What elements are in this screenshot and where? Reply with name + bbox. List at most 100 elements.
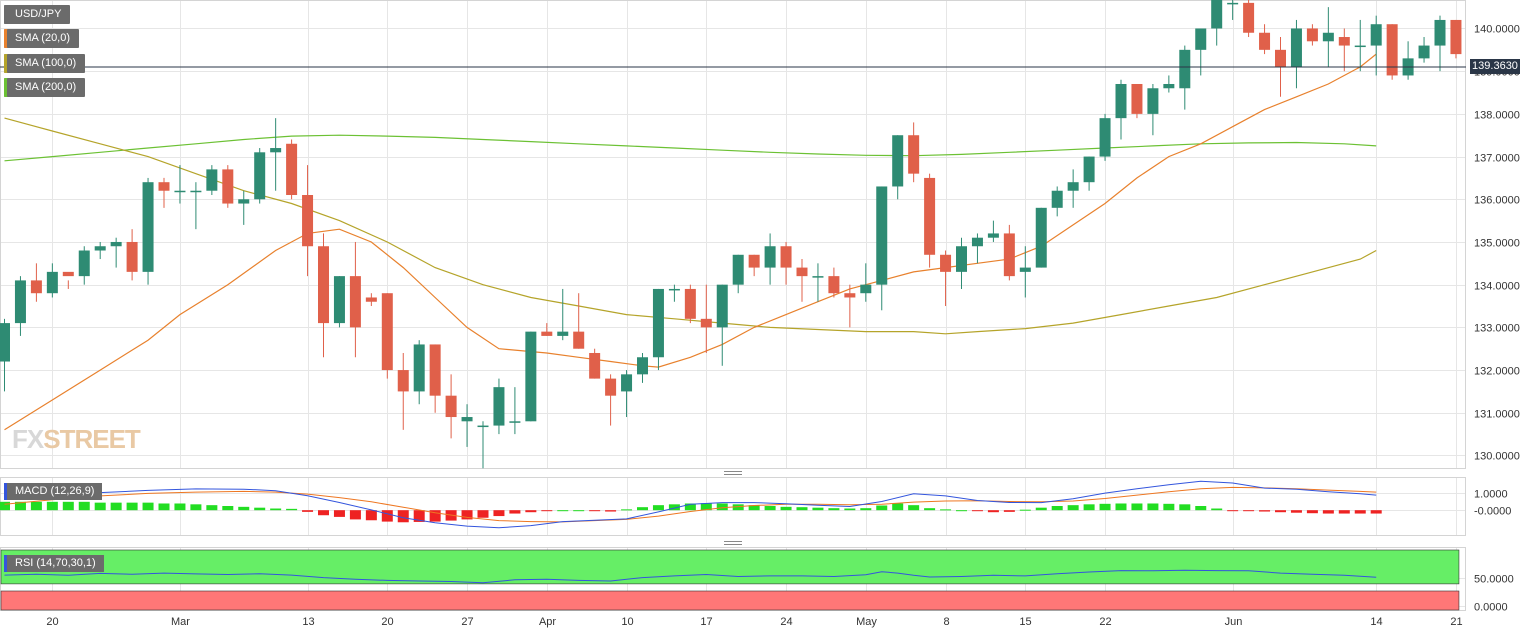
x-tick-label: Apr bbox=[539, 616, 556, 628]
x-tick-label: Mar bbox=[171, 616, 190, 628]
candle bbox=[621, 370, 633, 418]
candle-body bbox=[14, 280, 26, 324]
legend-sma-20[interactable]: SMA (20,0) bbox=[4, 29, 80, 48]
candle bbox=[700, 284, 712, 353]
macd-resize-handle[interactable] bbox=[722, 469, 744, 477]
rsi-resize-handle[interactable] bbox=[722, 539, 744, 547]
candle-body bbox=[1067, 182, 1079, 191]
candle bbox=[270, 118, 282, 191]
candle-body bbox=[30, 280, 42, 294]
price-y-tick-label: 134.0000 bbox=[1474, 281, 1520, 293]
candle-body bbox=[605, 378, 617, 396]
macd-histogram-bar bbox=[302, 510, 314, 512]
candle bbox=[429, 344, 441, 413]
candle bbox=[174, 165, 186, 204]
price-y-tick-label: 131.0000 bbox=[1474, 409, 1520, 421]
legend-usdjpy[interactable]: USD/JPY bbox=[4, 5, 71, 24]
x-tick-label: 24 bbox=[780, 616, 792, 628]
candle bbox=[1035, 207, 1047, 268]
candle bbox=[206, 165, 218, 196]
last-price-tag: 139.3630 bbox=[1470, 59, 1520, 74]
candle-body bbox=[541, 331, 553, 336]
macd-histogram-bar bbox=[764, 506, 776, 511]
price-y-tick-label: 130.0000 bbox=[1474, 451, 1520, 463]
macd-histogram-bar bbox=[1163, 503, 1175, 511]
candle-body bbox=[621, 374, 633, 392]
x-tick-label: 13 bbox=[302, 616, 314, 628]
legend-sma-100[interactable]: SMA (100,0) bbox=[4, 54, 86, 73]
macd-histogram-bar bbox=[668, 504, 680, 511]
candle bbox=[509, 387, 521, 435]
price-y-tick-label: 132.0000 bbox=[1474, 366, 1520, 378]
candle bbox=[222, 165, 234, 208]
macd-histogram-bar bbox=[1211, 508, 1223, 511]
candle-body bbox=[333, 276, 345, 324]
macd-histogram-bar bbox=[286, 508, 298, 511]
macd-histogram-bar bbox=[637, 507, 648, 511]
macd-histogram-bar bbox=[892, 503, 904, 511]
candle bbox=[1099, 113, 1111, 161]
candle bbox=[1450, 19, 1462, 59]
price-y-tick-label: 138.0000 bbox=[1474, 110, 1520, 122]
candle-body bbox=[110, 241, 122, 247]
candle-body bbox=[844, 293, 856, 298]
candle bbox=[190, 182, 202, 230]
candle bbox=[238, 190, 250, 225]
candle bbox=[318, 233, 329, 358]
macd-histogram-bar bbox=[429, 510, 441, 522]
candle-body bbox=[748, 254, 760, 268]
macd-histogram-bar bbox=[461, 510, 473, 520]
candle-body bbox=[908, 135, 920, 174]
macd-histogram-bar bbox=[1322, 510, 1334, 514]
rsi-label[interactable]: RSI (14,70,30,1) bbox=[4, 555, 104, 572]
candle bbox=[254, 148, 266, 204]
rsi-y-tick-label: 50.0000 bbox=[1474, 574, 1514, 586]
candle bbox=[94, 241, 106, 260]
price-y-tick-label: 133.0000 bbox=[1474, 323, 1520, 335]
macd-histogram-bar bbox=[812, 507, 824, 511]
macd-histogram-bar bbox=[971, 510, 983, 512]
candle bbox=[908, 122, 920, 183]
candle-body bbox=[142, 182, 154, 272]
candle-body bbox=[1147, 88, 1159, 114]
candle bbox=[0, 318, 10, 392]
macd-histogram-bar bbox=[1227, 510, 1239, 512]
candle-body bbox=[429, 344, 441, 396]
candle-body bbox=[0, 323, 10, 362]
macd-histogram-bar bbox=[1195, 506, 1207, 511]
macd-histogram-bar bbox=[700, 503, 712, 511]
macd-label[interactable]: MACD (12,26,9) bbox=[4, 483, 103, 500]
candle-body bbox=[1450, 19, 1462, 55]
macd-histogram-bar bbox=[780, 506, 792, 511]
macd-histogram-bar bbox=[1067, 505, 1079, 511]
legend-sma-200[interactable]: SMA (200,0) bbox=[4, 78, 86, 97]
macd-histogram-bar bbox=[349, 510, 361, 520]
candle bbox=[1434, 15, 1446, 72]
candle-body bbox=[222, 169, 234, 204]
candle-body bbox=[1131, 83, 1143, 114]
macd-histogram-bar bbox=[796, 507, 808, 511]
candle bbox=[668, 284, 680, 302]
rsi-line bbox=[4, 569, 1377, 584]
macd-histogram-bar bbox=[652, 505, 664, 511]
candle bbox=[860, 263, 872, 302]
macd-histogram-bar bbox=[110, 502, 122, 511]
macd-histogram-bar bbox=[0, 501, 10, 511]
candle bbox=[748, 254, 760, 277]
candle-body bbox=[318, 246, 329, 324]
candle-body bbox=[573, 331, 585, 349]
candle-body bbox=[1115, 83, 1127, 119]
candle bbox=[1418, 37, 1430, 63]
macd-histogram-bar bbox=[1131, 503, 1143, 511]
candle bbox=[844, 284, 856, 328]
candle-body bbox=[286, 143, 298, 196]
macd-histogram-bar bbox=[1099, 503, 1111, 511]
candle bbox=[397, 352, 409, 430]
candle bbox=[1051, 186, 1063, 217]
macd-histogram-bar bbox=[174, 503, 186, 511]
macd-histogram-bar bbox=[1003, 510, 1015, 512]
macd-histogram-bar bbox=[716, 503, 728, 511]
macd-histogram-bar bbox=[142, 502, 154, 511]
candle bbox=[1243, 0, 1255, 38]
candle-body bbox=[971, 237, 983, 247]
